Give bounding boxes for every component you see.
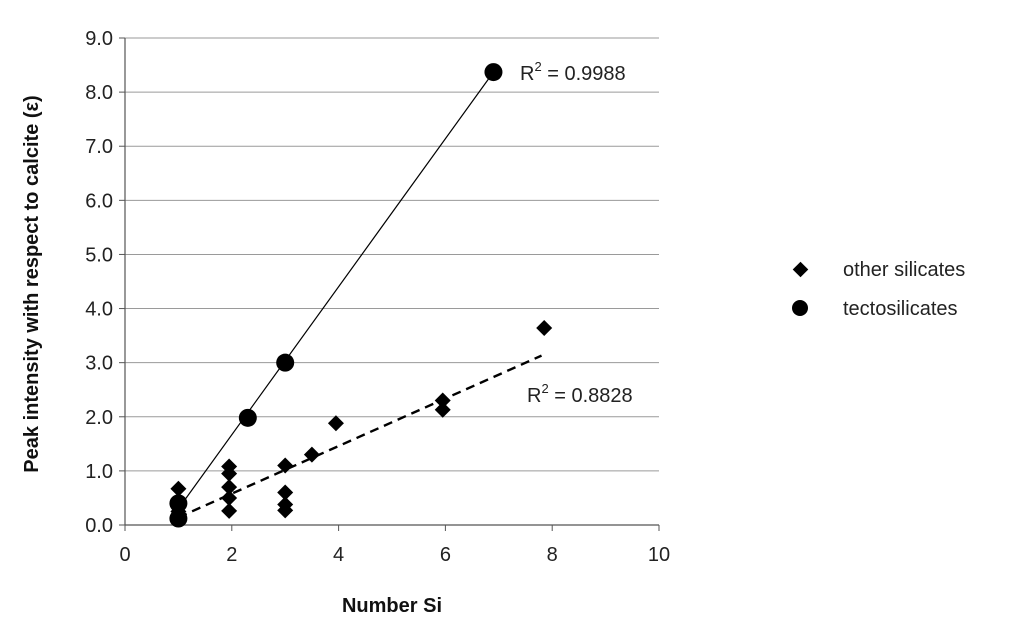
y-tick-label: 3.0 (85, 353, 113, 375)
r2-value: = 0.8828 (549, 385, 633, 407)
x-tick-label: 2 (226, 544, 237, 566)
data-point-diamond (303, 446, 320, 463)
x-tick-label: 0 (119, 544, 130, 566)
y-tick-label: 8.0 (85, 82, 113, 104)
data-point-circle (169, 509, 188, 528)
diamond-icon (792, 261, 809, 278)
legend-label: tectosilicates (843, 298, 958, 320)
data-point-diamond (434, 401, 451, 418)
svg-text:R2 = 0.9988: R2 = 0.9988 (520, 59, 626, 85)
trendline (177, 354, 543, 519)
y-tick-label: 1.0 (85, 461, 113, 483)
x-tick-label: 4 (333, 544, 344, 566)
tick-labels: 0.0 1.0 2.0 3.0 4.0 5.0 6.0 7.0 8.0 9.0 0 2 4 6 8 10 (85, 28, 670, 566)
x-axis-title: Number Si (342, 595, 442, 617)
legend: other silicates tectosilicates (792, 259, 965, 320)
data-point-diamond (221, 479, 238, 496)
legend-item-other-silicates: other silicates (792, 259, 965, 281)
legend-label: other silicates (843, 259, 965, 281)
y-tick-label: 7.0 (85, 136, 113, 158)
data-points (169, 63, 553, 528)
data-point-diamond (221, 458, 238, 475)
data-point-circle (238, 408, 257, 427)
y-tick-label: 0.0 (85, 515, 113, 537)
data-point-diamond (277, 496, 294, 513)
data-point-diamond (277, 457, 294, 474)
grid-lines (125, 37, 659, 472)
data-point-diamond (327, 415, 344, 432)
trendline (177, 71, 494, 510)
x-tick-label: 10 (648, 544, 670, 566)
y-tick-label: 6.0 (85, 190, 113, 212)
r2-superscript: 2 (541, 381, 548, 396)
r2-prefix: R (527, 385, 541, 407)
y-axis-title: Peak intensity with respect to calcite (… (21, 95, 43, 472)
data-point-diamond (221, 502, 238, 519)
y-tick-label: 4.0 (85, 299, 113, 321)
svg-text:R2 = 0.8828: R2 = 0.8828 (527, 381, 633, 407)
circle-icon (792, 300, 808, 316)
trendlines (177, 71, 543, 519)
r2-label-other-silicates: R2 = 0.8828 (527, 381, 633, 407)
data-point-diamond (221, 489, 238, 506)
y-tick-label: 9.0 (85, 28, 113, 50)
r2-value: = 0.9988 (542, 63, 626, 85)
x-tick-label: 8 (547, 544, 558, 566)
data-point-diamond (277, 484, 294, 501)
legend-item-tectosilicates: tectosilicates (792, 298, 958, 320)
x-tick-label: 6 (440, 544, 451, 566)
axes (119, 37, 660, 531)
data-point-diamond (536, 320, 553, 337)
r2-label-tectosilicates: R2 = 0.9988 (520, 59, 626, 85)
data-point-diamond (170, 480, 187, 497)
y-tick-label: 5.0 (85, 244, 113, 266)
r2-prefix: R (520, 63, 534, 85)
data-point-circle (169, 494, 188, 513)
data-point-diamond (434, 392, 451, 409)
data-point-circle (484, 63, 503, 82)
y-tick-label: 2.0 (85, 407, 113, 429)
r2-superscript: 2 (534, 59, 541, 74)
data-point-circle (276, 353, 295, 372)
